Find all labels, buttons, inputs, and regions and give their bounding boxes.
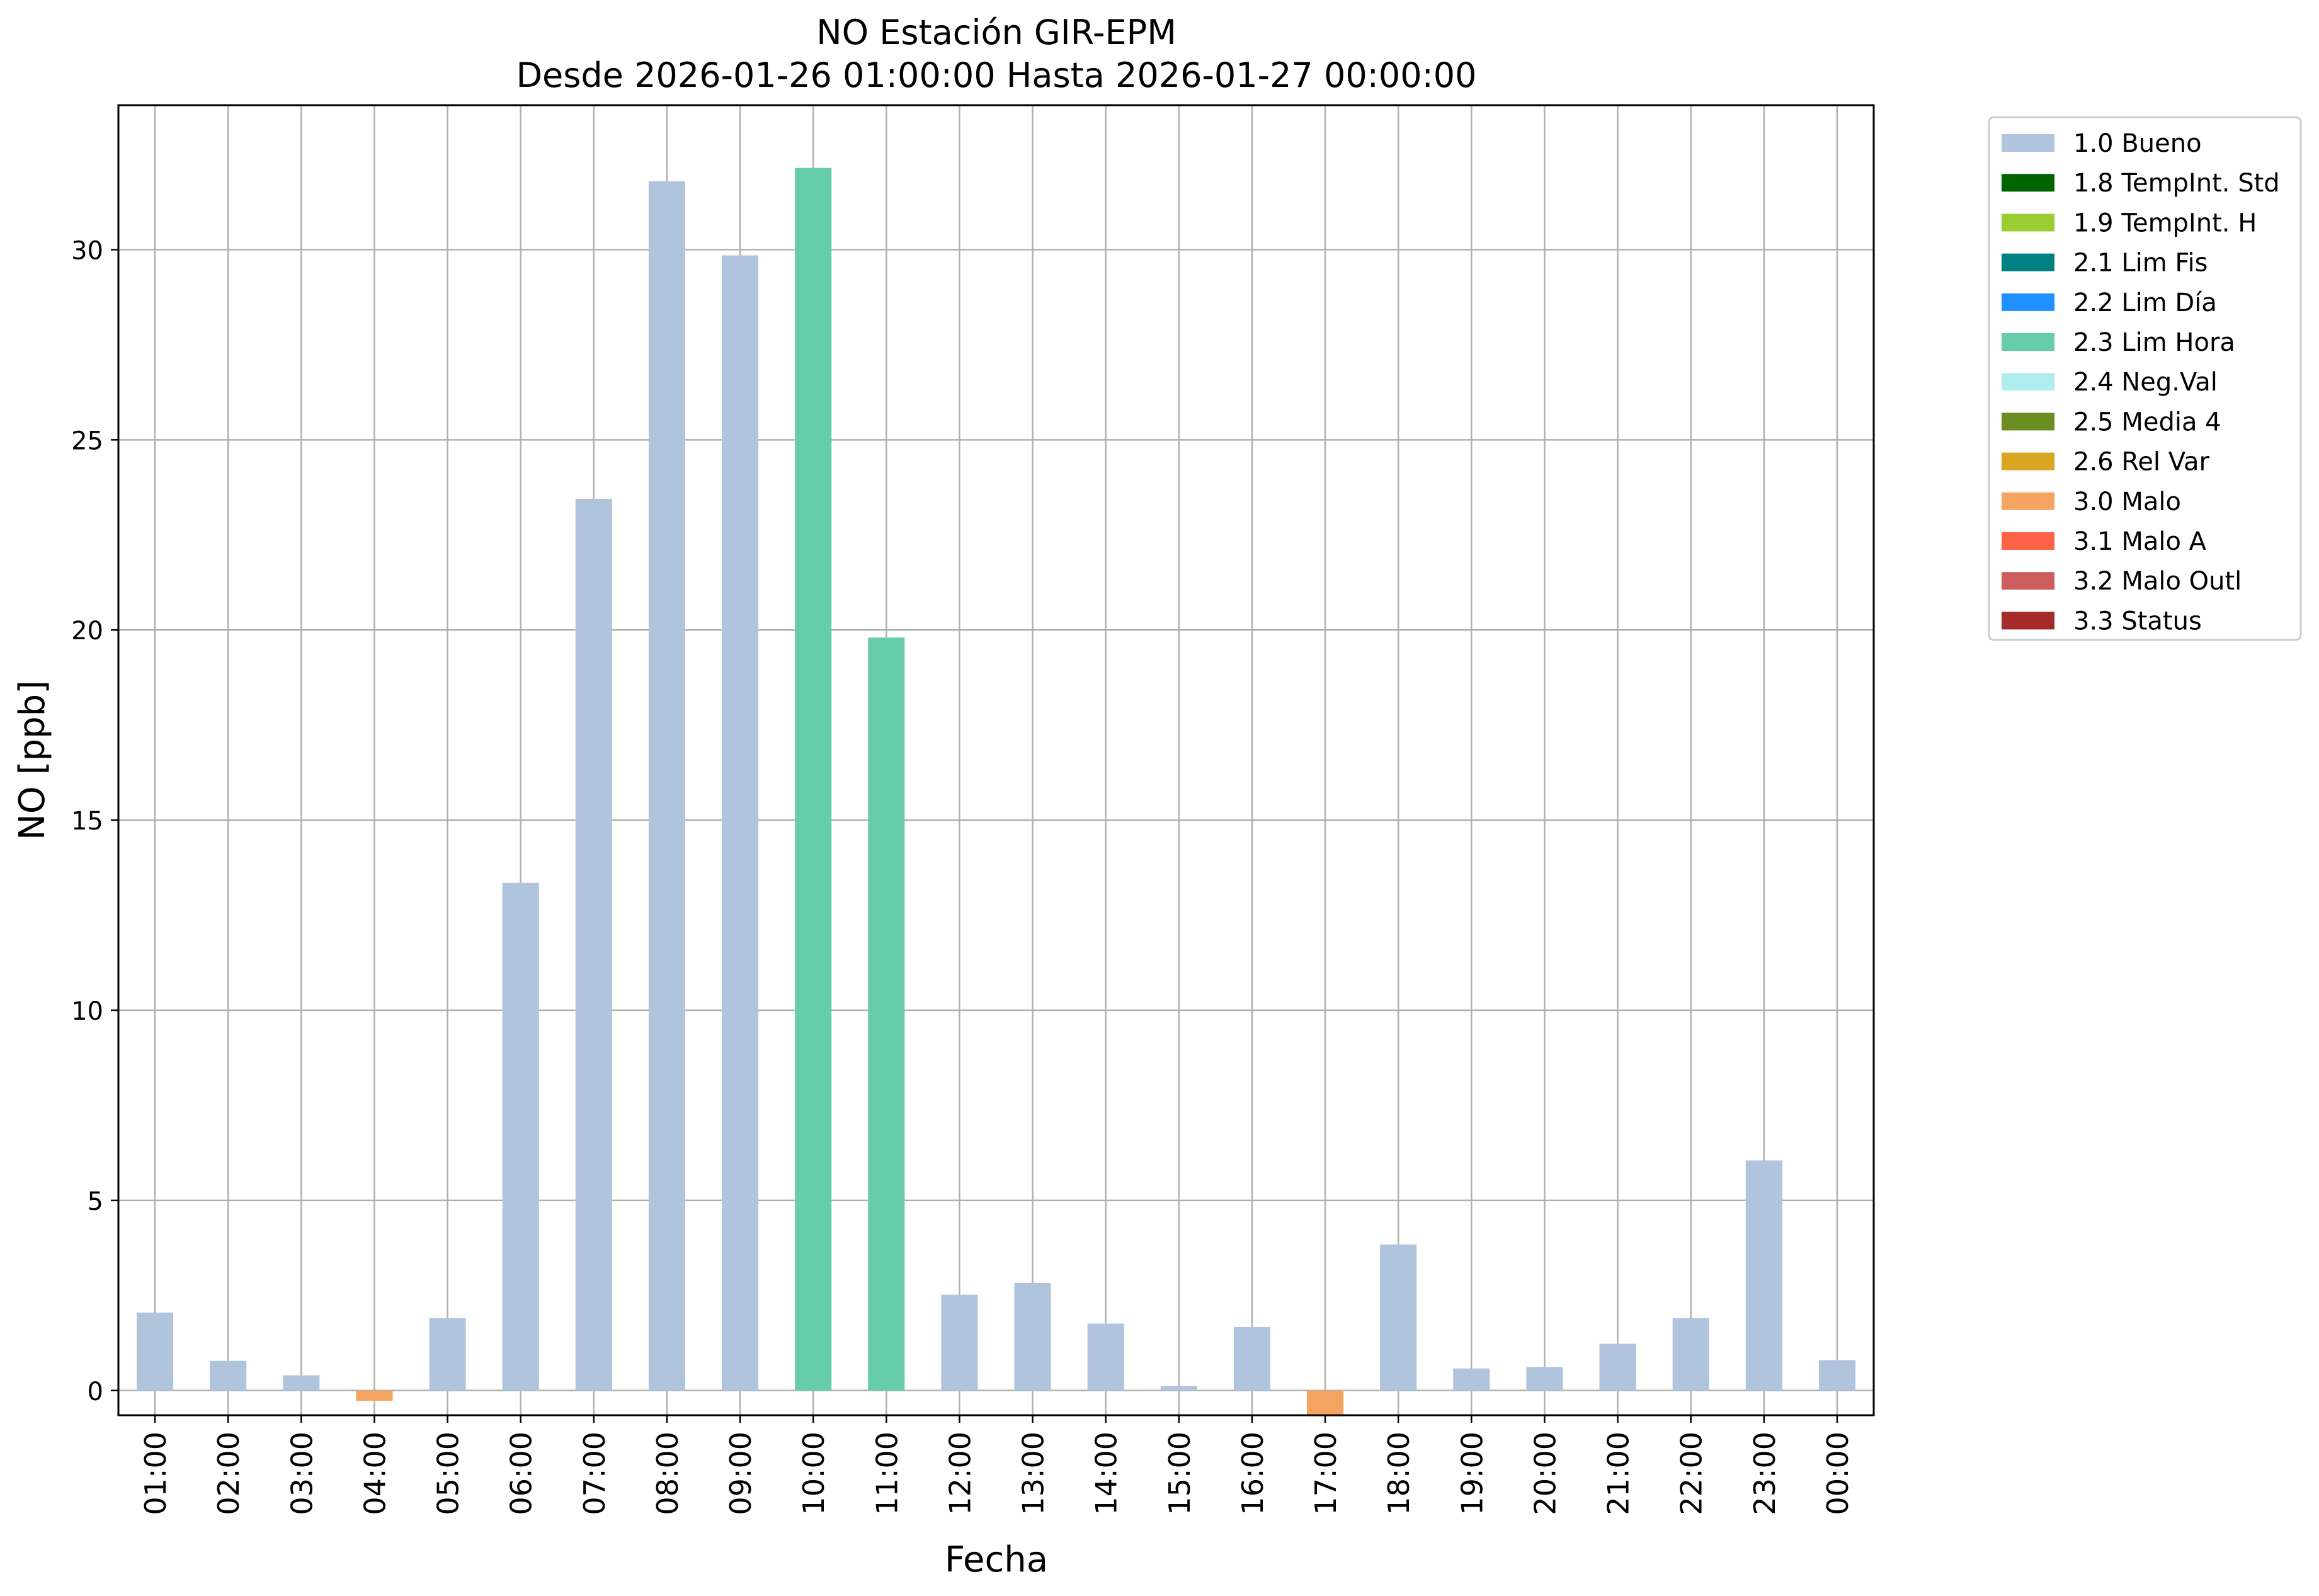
legend-swatch — [2002, 253, 2054, 271]
x-tick-label: 16:00 — [1236, 1432, 1270, 1515]
bar-09:00 — [722, 255, 759, 1391]
y-tick-label: 25 — [71, 426, 103, 455]
legend-label: 1.8 TempInt. Std — [2073, 169, 2280, 198]
chart-title-line1: NO Estación GIR-EPM — [816, 13, 1177, 52]
legend-swatch — [2002, 452, 2054, 470]
x-tick-label: 22:00 — [1675, 1432, 1709, 1515]
legend-swatch — [2002, 373, 2054, 391]
legend-swatch — [2002, 492, 2054, 510]
legend-swatch — [2002, 293, 2054, 311]
legend-swatch — [2002, 532, 2054, 550]
y-axis-label: NO [ppb] — [12, 680, 53, 840]
x-tick-label: 05:00 — [431, 1432, 465, 1515]
x-tick-label: 21:00 — [1602, 1432, 1636, 1515]
bar-23:00 — [1745, 1160, 1782, 1391]
y-tick-label: 0 — [88, 1377, 103, 1406]
x-tick-label: 03:00 — [285, 1432, 319, 1515]
legend-label: 2.5 Media 4 — [2073, 408, 2221, 436]
legend-label: 3.0 Malo — [2073, 487, 2181, 516]
bar-04:00 — [356, 1390, 393, 1401]
y-tick-label: 20 — [71, 617, 103, 646]
x-tick-label: 01:00 — [139, 1432, 173, 1515]
plot-frame — [117, 104, 1875, 1416]
bar-19:00 — [1453, 1368, 1490, 1391]
x-tick-label: 08:00 — [651, 1432, 685, 1515]
legend-swatch — [2002, 333, 2054, 351]
bar-14:00 — [1087, 1323, 1124, 1391]
bar-08:00 — [648, 181, 685, 1391]
x-tick-label: 13:00 — [1017, 1432, 1051, 1515]
legend-label: 2.1 Lim Fis — [2073, 249, 2208, 278]
bar-18:00 — [1380, 1244, 1417, 1391]
y-tick-label: 15 — [71, 807, 103, 836]
y-axis: 0 5 10 15 20 25 30 — [71, 236, 118, 1406]
x-tick-label: 14:00 — [1090, 1432, 1124, 1515]
legend-label: 2.3 Lim Hora — [2073, 328, 2235, 357]
x-tick-label: 20:00 — [1528, 1432, 1562, 1515]
legend-label: 3.3 Status — [2073, 607, 2202, 636]
x-tick-label: 09:00 — [724, 1432, 758, 1515]
x-tick-label: 23:00 — [1748, 1432, 1782, 1515]
bar-21:00 — [1599, 1343, 1636, 1391]
chart-title-line2: Desde 2026-01-26 01:00:00 Hasta 2026-01-… — [516, 55, 1476, 95]
x-tick-label: 17:00 — [1309, 1432, 1343, 1515]
bar-11:00 — [868, 637, 905, 1391]
x-axis: 01:00 02:00 03:00 04:00 05:00 06:00 07:00 08:00… — [139, 1415, 1855, 1515]
bar-13:00 — [1014, 1282, 1051, 1391]
y-tick-label: 30 — [71, 236, 103, 265]
x-tick-label: 07:00 — [578, 1432, 612, 1515]
legend-swatch — [2002, 612, 2054, 630]
x-tick-label: 06:00 — [504, 1432, 538, 1515]
legend-label: 1.9 TempInt. H — [2073, 208, 2257, 237]
legend-swatch — [2002, 214, 2054, 232]
legend-swatch — [2002, 572, 2054, 590]
x-tick-label: 12:00 — [943, 1432, 977, 1515]
bar-10:00 — [795, 168, 832, 1391]
x-tick-label: 02:00 — [212, 1432, 246, 1515]
legend-label: 1.0 Bueno — [2073, 129, 2202, 158]
legend-label: 3.1 Malo A — [2073, 527, 2207, 556]
bar-22:00 — [1672, 1318, 1709, 1391]
x-tick-label: 15:00 — [1163, 1432, 1197, 1515]
bars — [137, 168, 1855, 1416]
y-tick-label: 5 — [88, 1187, 103, 1216]
x-tick-label: 18:00 — [1382, 1432, 1416, 1515]
bar-12:00 — [941, 1294, 978, 1391]
legend-label: 2.6 Rel Var — [2073, 448, 2210, 477]
legend-label: 2.2 Lim Día — [2073, 288, 2217, 317]
legend: 1.0 Bueno 1.8 TempInt. Std 1.9 TempInt. H 2… — [1988, 116, 2302, 641]
bar-17:00 — [1307, 1390, 1344, 1416]
y-tick-label: 10 — [71, 997, 103, 1026]
x-tick-label: 04:00 — [358, 1432, 392, 1515]
bar-20:00 — [1526, 1367, 1563, 1391]
x-tick-label: 11:00 — [870, 1432, 904, 1515]
bar-15:00 — [1160, 1386, 1197, 1391]
legend-label: 2.4 Neg.Val — [2073, 368, 2218, 397]
legend-label: 3.2 Malo Outl — [2073, 567, 2242, 596]
bar-03:00 — [283, 1375, 320, 1391]
bar-02:00 — [210, 1360, 247, 1391]
bar-00:00 — [1818, 1360, 1855, 1391]
bar-05:00 — [429, 1318, 466, 1391]
legend-swatch — [2002, 134, 2054, 152]
legend-swatch — [2002, 413, 2054, 431]
x-axis-label: Fecha — [945, 1539, 1048, 1580]
x-tick-label: 10:00 — [797, 1432, 831, 1515]
x-tick-label: 19:00 — [1455, 1432, 1489, 1515]
grid-lines — [118, 105, 1874, 1415]
x-tick-label: 00:00 — [1821, 1432, 1855, 1515]
legend-frame — [1988, 116, 2302, 641]
legend-swatch — [2002, 174, 2054, 192]
bar-06:00 — [502, 882, 539, 1391]
bar-07:00 — [575, 498, 612, 1391]
bar-01:00 — [137, 1312, 174, 1391]
bar-16:00 — [1233, 1326, 1270, 1391]
